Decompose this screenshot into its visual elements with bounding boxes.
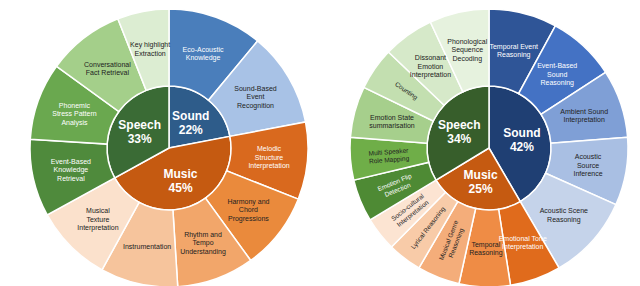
svg-text:Ambient SoundInterpretation: Ambient SoundInterpretation [560, 108, 608, 125]
svg-text:ConversationalFact Retrieval: ConversationalFact Retrieval [84, 61, 131, 77]
svg-text:Music25%: Music25% [464, 168, 498, 196]
svg-text:Sound42%: Sound42% [503, 126, 540, 154]
svg-text:Instrumentation: Instrumentation [123, 243, 171, 250]
svg-text:Speech34%: Speech34% [438, 118, 481, 146]
svg-text:Sound22%: Sound22% [172, 109, 209, 137]
svg-text:Music45%: Music45% [164, 167, 198, 195]
svg-text:AcousticSourceInference: AcousticSourceInference [573, 153, 602, 177]
svg-text:Rhythm andTempoUnderstanding: Rhythm andTempoUnderstanding [180, 231, 226, 256]
svg-text:Musical GenreReasoning: Musical GenreReasoning [438, 219, 468, 264]
svg-text:MusicalTextureInterpretation: MusicalTextureInterpretation [77, 207, 118, 232]
svg-text:Emotion FlipDetection: Emotion FlipDetection [376, 172, 415, 200]
svg-text:Eco-AcousticKnowledge: Eco-AcousticKnowledge [183, 46, 224, 63]
svg-text:MelodicStructureInterpretation: MelodicStructureInterpretation [248, 145, 289, 170]
svg-text:Temporal EventReasoning: Temporal EventReasoning [489, 43, 538, 60]
svg-text:Harmony andChordProgressions: Harmony andChordProgressions [227, 198, 269, 223]
svg-text:Key highlightExtraction: Key highlightExtraction [130, 41, 170, 57]
svg-text:Counting: Counting [393, 80, 419, 102]
svg-text:TemporalReasoning: TemporalReasoning [469, 241, 503, 257]
svg-text:PhonemicStress PatternAnalysis: PhonemicStress PatternAnalysis [52, 102, 96, 127]
svg-text:Sound-BasedEventRecognition: Sound-BasedEventRecognition [234, 85, 277, 110]
svg-text:DissonantEmotionInterpretation: DissonantEmotionInterpretation [410, 54, 451, 79]
svg-text:Event-BasedSoundReasoning: Event-BasedSoundReasoning [537, 62, 577, 87]
svg-text:PhonologicalSequenceDecoding: PhonologicalSequenceDecoding [447, 38, 488, 63]
svg-text:Speech33%: Speech33% [118, 118, 161, 146]
svg-text:Multi SpeakerRole Mapping: Multi SpeakerRole Mapping [368, 146, 410, 165]
svg-text:Event-BasedKnowledgeRetrieval: Event-BasedKnowledgeRetrieval [51, 158, 91, 182]
svg-text:Acoustic SceneReasoning: Acoustic SceneReasoning [540, 207, 588, 224]
svg-text:Emotional ToneInterpretation: Emotional ToneInterpretation [499, 235, 547, 252]
svg-text:Socio-culturalInterpretation: Socio-culturalInterpretation [390, 192, 431, 229]
svg-text:Lyrical Reasoning: Lyrical Reasoning [409, 205, 447, 251]
svg-text:Emotion Statesummarisation: Emotion Statesummarisation [369, 114, 415, 130]
